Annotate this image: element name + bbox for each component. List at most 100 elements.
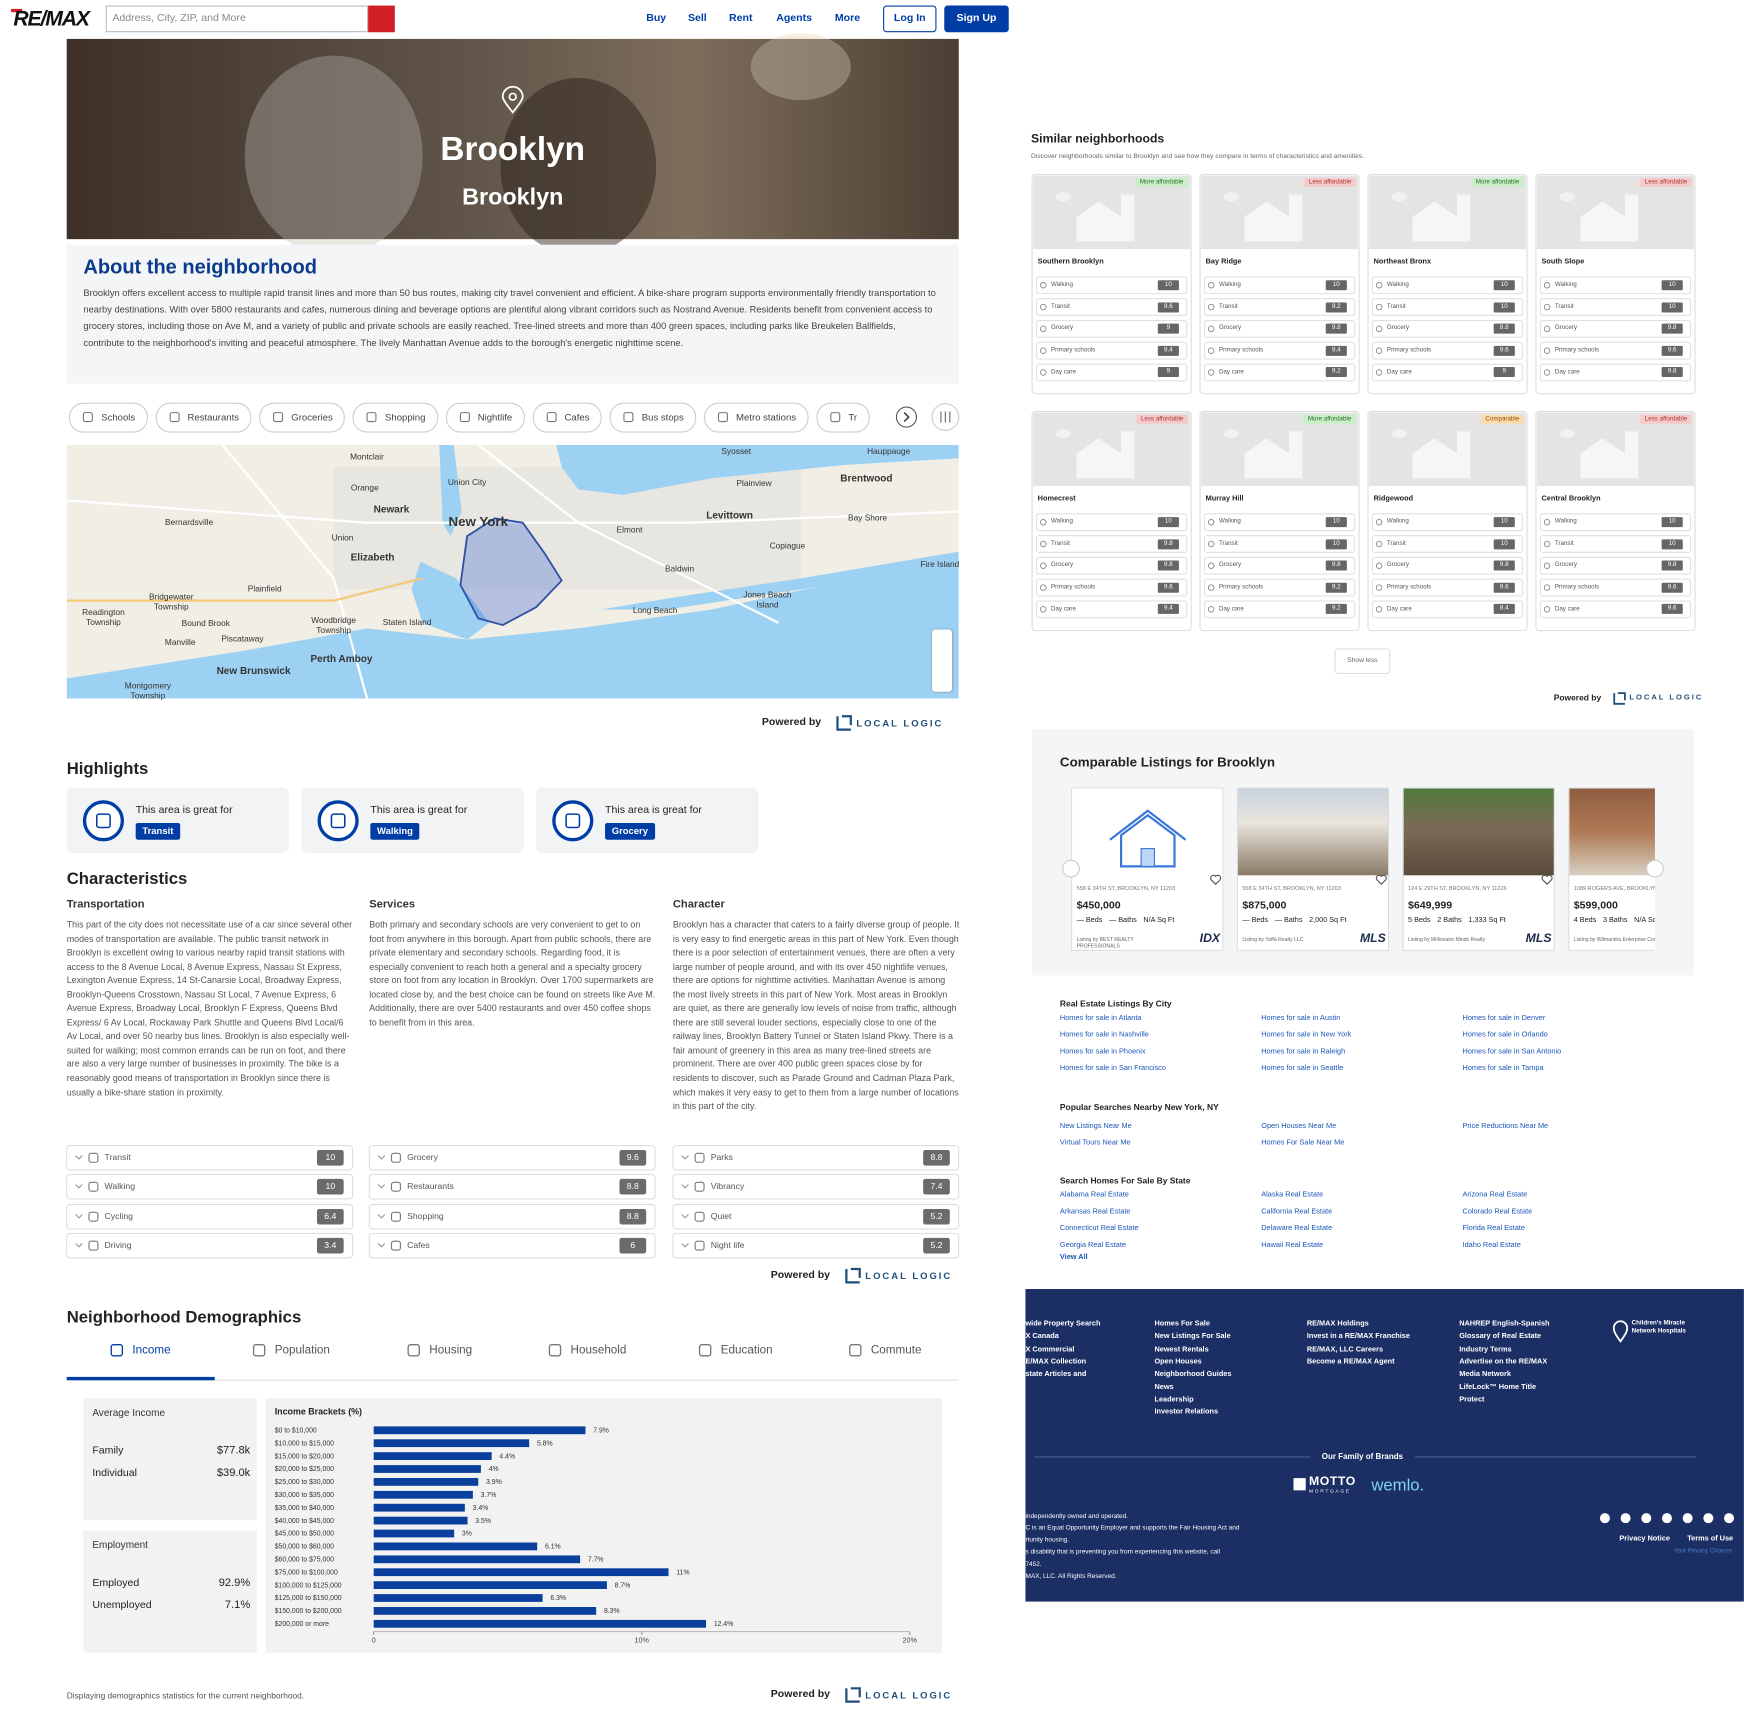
footer-link[interactable]: wide Property Search: [1025, 1320, 1101, 1329]
seo-link[interactable]: Idaho Real Estate: [1462, 1241, 1521, 1250]
seo-link[interactable]: Open Houses Near Me: [1261, 1122, 1337, 1131]
seo-link[interactable]: New Listings Near Me: [1059, 1122, 1132, 1131]
bar: [373, 1619, 707, 1628]
seo-link[interactable]: Georgia Real Estate: [1059, 1241, 1126, 1250]
listing-card[interactable]: 124 E 29TH ST, BROOKLYN, NY 11226 $649,99…: [1402, 787, 1555, 951]
footer-link[interactable]: Leadership: [1154, 1395, 1194, 1404]
footer-link[interactable]: X Canada: [1025, 1332, 1059, 1341]
seo-link[interactable]: Homes for sale in New York: [1261, 1031, 1352, 1039]
footer-link[interactable]: Invest in a RE/MAX Franchise: [1306, 1332, 1410, 1341]
listing-card[interactable]: 558 E 34TH ST, BROOKLYN, NY 11203 $450,00…: [1071, 787, 1224, 951]
seo-link[interactable]: Connecticut Real Estate: [1059, 1224, 1139, 1233]
search-box[interactable]: [105, 5, 369, 33]
login-button[interactable]: Log In: [883, 5, 937, 33]
seo-link[interactable]: Colorado Real Estate: [1462, 1207, 1533, 1216]
privacy-choices-link[interactable]: Your Privacy Choices: [1673, 1547, 1732, 1555]
search-button[interactable]: [368, 5, 395, 33]
listings-prev[interactable]: [1062, 859, 1080, 878]
nav-link[interactable]: Buy: [646, 12, 667, 25]
footer-link[interactable]: Open Houses: [1154, 1357, 1202, 1366]
listings-next[interactable]: [1646, 859, 1664, 878]
value-label: 5.8%: [537, 1440, 553, 1447]
pin-icon: [501, 85, 524, 114]
poi-tab[interactable]: Shopping: [352, 402, 438, 433]
demographics-tab[interactable]: Income: [132, 1343, 171, 1357]
footer-link[interactable]: Become a RE/MAX Agent: [1306, 1357, 1395, 1366]
poi-tab[interactable]: Metro stations: [703, 402, 809, 433]
footer-link[interactable]: Media Network: [1459, 1370, 1511, 1379]
demographics-tab[interactable]: Household: [570, 1343, 627, 1357]
nav-link[interactable]: Rent: [728, 12, 753, 25]
card-score-badge: 9.6: [1661, 582, 1683, 593]
score-chevron: [377, 1155, 386, 1160]
signup-button[interactable]: Sign Up: [944, 5, 1009, 33]
footer-link[interactable]: LifeLock™ Home Title: [1459, 1383, 1537, 1391]
nav-link[interactable]: Agents: [776, 12, 813, 25]
seo-link[interactable]: Alaska Real Estate: [1261, 1191, 1324, 1199]
brand-wemlo[interactable]: wemlo.: [1371, 1475, 1425, 1495]
view-all-link[interactable]: View All: [1059, 1253, 1088, 1262]
demographics-tab[interactable]: Population: [274, 1343, 330, 1357]
seo-link[interactable]: Homes for sale in Phoenix: [1059, 1047, 1146, 1056]
footer-link[interactable]: E/MAX Collection: [1025, 1357, 1087, 1366]
seo-link[interactable]: Arkansas Real Estate: [1059, 1207, 1131, 1216]
seo-link[interactable]: Homes for sale in Austin: [1261, 1014, 1341, 1023]
footer-link[interactable]: New Listings For Sale: [1154, 1332, 1231, 1341]
footer-link[interactable]: Advertise on the RE/MAX: [1459, 1357, 1548, 1366]
seo-link[interactable]: Delaware Real Estate: [1261, 1224, 1333, 1233]
footer-legal-link[interactable]: Terms of Use: [1687, 1534, 1734, 1543]
demographics-tab[interactable]: Commute: [870, 1343, 922, 1357]
poi-tab[interactable]: Restaurants: [155, 402, 252, 433]
footer-link[interactable]: NAHREP English-Spanish: [1459, 1320, 1550, 1329]
seo-link[interactable]: Arizona Real Estate: [1462, 1191, 1528, 1199]
seo-link[interactable]: Homes For Sale Near Me: [1261, 1138, 1345, 1147]
footer-link[interactable]: Protect: [1459, 1395, 1485, 1404]
seo-link[interactable]: Homes for sale in San Francisco: [1059, 1064, 1166, 1073]
poi-tab[interactable]: Cafes: [532, 402, 602, 433]
poi-tab[interactable]: Bus stops: [609, 402, 696, 433]
demographics-tab[interactable]: Housing: [429, 1343, 473, 1357]
footer-link[interactable]: X Commercial: [1025, 1345, 1075, 1354]
seo-link[interactable]: Virtual Tours Near Me: [1059, 1138, 1131, 1147]
listing-detail: — Baths: [1274, 916, 1303, 925]
listing-card[interactable]: 558 E 34TH ST, BROOKLYN, NY 11203 $875,00…: [1236, 787, 1390, 951]
map-zoom[interactable]: [932, 629, 953, 692]
listing-card[interactable]: 1089 ROGERS AVE, BROOKLYN, NY 11226 $599,…: [1568, 787, 1655, 951]
map-label: Copiague: [769, 539, 806, 550]
footer-link[interactable]: Industry Terms: [1459, 1345, 1512, 1354]
footer-link[interactable]: Newest Rentals: [1154, 1345, 1209, 1354]
footer-link[interactable]: Glossary of Real Estate: [1459, 1332, 1542, 1341]
seo-link[interactable]: Homes for sale in Atlanta: [1059, 1014, 1142, 1023]
logo[interactable]: RE/MAX: [13, 7, 90, 31]
footer-link[interactable]: News: [1154, 1383, 1174, 1391]
seo-link[interactable]: Homes for sale in Orlando: [1462, 1031, 1548, 1039]
seo-link[interactable]: Homes for sale in Raleigh: [1261, 1047, 1346, 1056]
demographics-tab[interactable]: Education: [720, 1343, 773, 1357]
seo-link[interactable]: Alabama Real Estate: [1059, 1191, 1129, 1199]
seo-link[interactable]: Homes for sale in Denver: [1462, 1014, 1546, 1023]
poi-tab[interactable]: Schools: [68, 402, 148, 433]
poi-tab[interactable]: Nightlife: [445, 402, 525, 433]
show-less-button[interactable]: Show less: [1334, 648, 1391, 674]
seo-link[interactable]: Homes for sale in San Antonio: [1462, 1047, 1562, 1056]
seo-link[interactable]: Florida Real Estate: [1462, 1224, 1525, 1233]
nav-link[interactable]: More: [834, 12, 861, 25]
seo-link[interactable]: Homes for sale in Nashville: [1059, 1031, 1149, 1039]
brand-motto[interactable]: MOTTO: [1309, 1475, 1356, 1489]
footer-link[interactable]: RE/MAX, LLC Careers: [1306, 1345, 1384, 1354]
nav-link[interactable]: Sell: [687, 12, 707, 25]
seo-link[interactable]: Price Reductions Near Me: [1462, 1122, 1549, 1131]
seo-link[interactable]: Hawaii Real Estate: [1261, 1241, 1324, 1250]
seo-link[interactable]: Homes for sale in Seattle: [1261, 1064, 1344, 1073]
footer-link[interactable]: Homes For Sale: [1154, 1320, 1210, 1329]
footer-link[interactable]: Investor Relations: [1154, 1408, 1219, 1416]
bar: [373, 1594, 543, 1602]
footer-link[interactable]: Neighborhood Guides: [1154, 1370, 1232, 1379]
footer-legal-link[interactable]: Privacy Notice: [1619, 1534, 1670, 1543]
seo-link[interactable]: Homes for sale in Tampa: [1462, 1064, 1544, 1073]
footer-link[interactable]: state Articles and: [1025, 1370, 1087, 1379]
seo-link[interactable]: California Real Estate: [1261, 1207, 1333, 1216]
footer-link[interactable]: RE/MAX Holdings: [1306, 1320, 1369, 1329]
poi-tab[interactable]: Tr: [816, 402, 870, 433]
poi-tab[interactable]: Groceries: [259, 402, 345, 433]
